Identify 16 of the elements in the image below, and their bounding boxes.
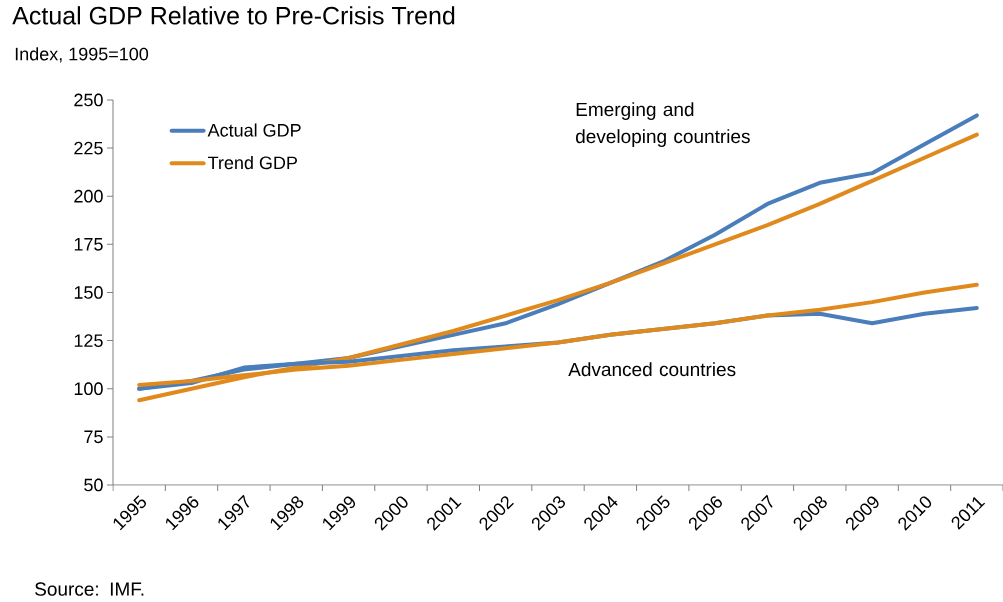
legend-label: Trend GDP [208, 155, 297, 170]
y-tick-label: 150 [74, 286, 103, 299]
annotation: Emerging and developing countries [576, 102, 750, 147]
legend-label: Actual GDP [207, 123, 301, 137]
y-tick-label: 125 [74, 334, 103, 347]
y-tick-label: 50 [84, 478, 103, 492]
chart-title: Actual GDP Relative to Pre-Crisis Trend [12, 6, 455, 25]
y-tick-label: 200 [74, 189, 103, 203]
chart-subtitle: Index, 1995=100 [15, 47, 149, 63]
source-note: Source: IMF. [35, 582, 144, 596]
annotation: Advanced countries [568, 362, 736, 377]
y-tick-label: 225 [74, 141, 103, 155]
y-tick-label: 100 [74, 382, 103, 396]
y-tick-label: 175 [74, 238, 103, 251]
y-tick-label: 75 [84, 430, 103, 444]
y-tick-label: 250 [74, 93, 103, 107]
